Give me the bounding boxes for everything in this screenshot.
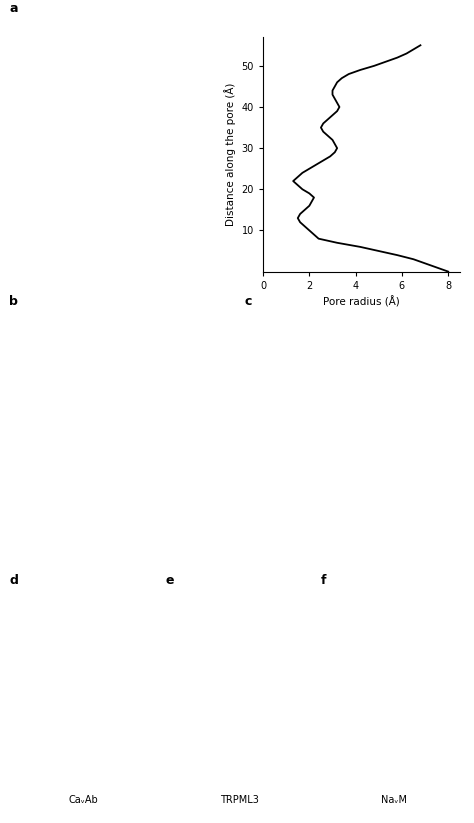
Text: e: e: [165, 574, 173, 588]
Text: a: a: [9, 2, 18, 15]
X-axis label: Pore radius (Å): Pore radius (Å): [323, 296, 400, 308]
Text: f: f: [321, 574, 326, 588]
Text: TRPML3: TRPML3: [220, 795, 259, 805]
Text: c: c: [244, 295, 252, 308]
Text: CaᵥAb: CaᵥAb: [69, 795, 99, 805]
Text: b: b: [9, 295, 18, 308]
Text: d: d: [9, 574, 18, 588]
Y-axis label: Distance along the pore (Å): Distance along the pore (Å): [224, 82, 236, 226]
Text: NaᵥM: NaᵥM: [381, 795, 407, 805]
